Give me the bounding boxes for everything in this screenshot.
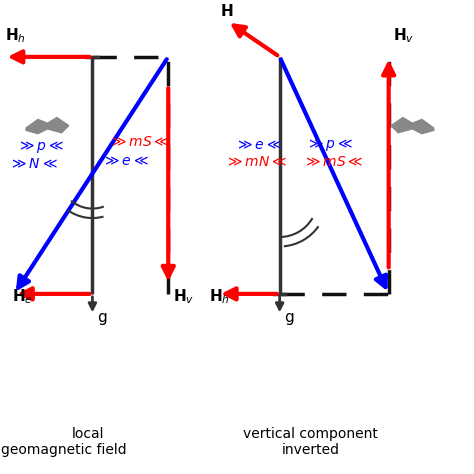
Polygon shape bbox=[26, 118, 69, 134]
Text: $\mathbf{\mathit{\gg p\ll}}$: $\mathbf{\mathit{\gg p\ll}}$ bbox=[17, 139, 64, 155]
Text: vertical component: vertical component bbox=[243, 427, 378, 441]
Text: H$_v$: H$_v$ bbox=[173, 287, 194, 306]
Text: H$_h$: H$_h$ bbox=[5, 27, 26, 45]
Text: $\mathbf{\mathit{\gg e\ll}}$: $\mathbf{\mathit{\gg e\ll}}$ bbox=[235, 137, 282, 152]
Text: g: g bbox=[97, 310, 107, 326]
Text: $\mathbf{\mathit{\gg mS\ll}}$: $\mathbf{\mathit{\gg mS\ll}}$ bbox=[303, 155, 364, 169]
Text: geomagnetic field: geomagnetic field bbox=[1, 443, 127, 457]
Text: $\mathbf{\mathit{\gg e\ll}}$: $\mathbf{\mathit{\gg e\ll}}$ bbox=[102, 154, 149, 168]
Text: inverted: inverted bbox=[282, 443, 339, 457]
Text: H: H bbox=[220, 4, 233, 19]
Text: local: local bbox=[72, 427, 104, 441]
Text: $\mathbf{\mathit{\gg mS\ll}}$: $\mathbf{\mathit{\gg mS\ll}}$ bbox=[109, 135, 170, 149]
Text: $\mathbf{\mathit{\gg N\ll}}$: $\mathbf{\mathit{\gg N\ll}}$ bbox=[9, 156, 58, 171]
Text: $\mathbf{\mathit{\gg mN\ll}}$: $\mathbf{\mathit{\gg mN\ll}}$ bbox=[225, 155, 287, 169]
Polygon shape bbox=[391, 118, 434, 134]
Text: g: g bbox=[284, 310, 294, 326]
Text: H$_v$: H$_v$ bbox=[393, 27, 415, 45]
Text: 🐦: 🐦 bbox=[45, 125, 46, 126]
Text: H$_h$: H$_h$ bbox=[209, 287, 229, 306]
Text: H$_e$: H$_e$ bbox=[12, 287, 33, 306]
Text: $\mathbf{\mathit{\gg p\ll}}$: $\mathbf{\mathit{\gg p\ll}}$ bbox=[306, 137, 353, 153]
